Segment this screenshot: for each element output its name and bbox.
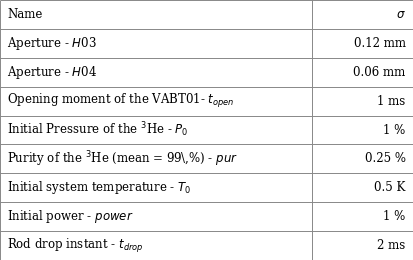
Text: Name: Name [7,8,43,21]
Text: Rod drop instant - $t_{drop}$: Rod drop instant - $t_{drop}$ [7,237,144,255]
Text: Initial system temperature - $T_0$: Initial system temperature - $T_0$ [7,179,192,196]
Text: Initial Pressure of the $^{3}$He - $P_0$: Initial Pressure of the $^{3}$He - $P_0$ [7,121,189,139]
Text: Purity of the $^{3}$He (mean = 99\,%) - $\mathit{pur}$: Purity of the $^{3}$He (mean = 99\,%) - … [7,149,238,169]
Text: 2 ms: 2 ms [377,239,406,252]
Text: 0.06 mm: 0.06 mm [353,66,406,79]
Text: Aperture - $\mathit{H}$03: Aperture - $\mathit{H}$03 [7,35,97,52]
Text: 0.25 %: 0.25 % [365,152,406,165]
Text: $\sigma$: $\sigma$ [396,8,406,21]
Text: Opening moment of the VABT01- $t_{open}$: Opening moment of the VABT01- $t_{open}$ [7,92,235,110]
Text: Aperture - $\mathit{H}$04: Aperture - $\mathit{H}$04 [7,64,97,81]
Text: 0.5 K: 0.5 K [374,181,406,194]
Text: 0.12 mm: 0.12 mm [354,37,406,50]
Text: 1 %: 1 % [383,124,406,136]
Text: 1 %: 1 % [383,210,406,223]
Text: 1 ms: 1 ms [377,95,406,108]
Text: Initial power - $\mathit{power}$: Initial power - $\mathit{power}$ [7,208,134,225]
